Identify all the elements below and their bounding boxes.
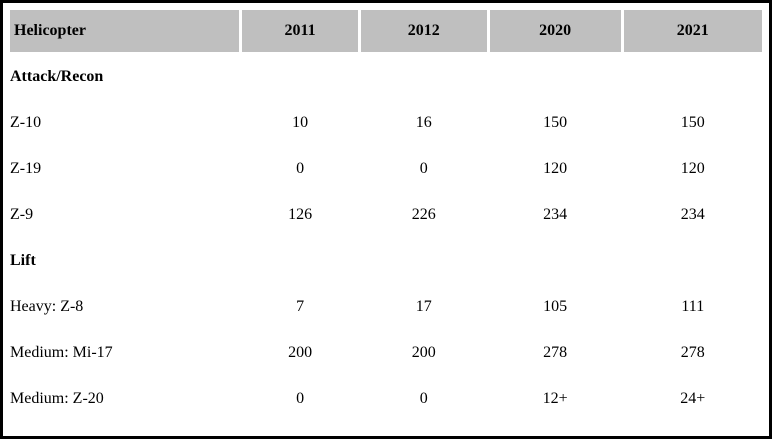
- z10-2021: 150: [623, 101, 762, 144]
- mi17-2012: 200: [360, 331, 487, 374]
- z10-2011: 10: [242, 101, 358, 144]
- z19-2012: 0: [360, 147, 487, 190]
- table-header: Helicopter 2011 2012 2020 2021: [10, 10, 762, 52]
- column-header-2011: 2011: [242, 10, 358, 52]
- z20-2021: 24+: [623, 377, 762, 420]
- z10-2020: 150: [489, 101, 621, 144]
- row-name-z10: Z-10: [10, 101, 240, 144]
- column-header-helicopter: Helicopter: [10, 10, 240, 52]
- table-row-z8: Heavy: Z-8 7 17 105 111: [10, 285, 762, 328]
- z9-2011: 126: [242, 193, 358, 236]
- z20-2012: 0: [360, 377, 487, 420]
- z19-2021: 120: [623, 147, 762, 190]
- helicopter-table: Helicopter 2011 2012 2020 2021 Attack/Re…: [7, 7, 765, 423]
- table-row-z9: Z-9 126 226 234 234: [10, 193, 762, 236]
- table-row-z20: Medium: Z-20 0 0 12+ 24+: [10, 377, 762, 420]
- column-header-2020: 2020: [489, 10, 621, 52]
- section-label-lift: Lift: [10, 239, 762, 282]
- table-row-z19: Z-19 0 0 120 120: [10, 147, 762, 190]
- column-header-2012: 2012: [360, 10, 487, 52]
- mi17-2020: 278: [489, 331, 621, 374]
- row-name-medium-z20: Medium: Z-20: [10, 377, 240, 420]
- header-row: Helicopter 2011 2012 2020 2021: [10, 10, 762, 52]
- column-header-2021: 2021: [623, 10, 762, 52]
- section-row-attack-recon: Attack/Recon: [10, 55, 762, 98]
- z20-2020: 12+: [489, 377, 621, 420]
- table-row-mi17: Medium: Mi-17 200 200 278 278: [10, 331, 762, 374]
- z10-2012: 16: [360, 101, 487, 144]
- z20-2011: 0: [242, 377, 358, 420]
- z8-2021: 111: [623, 285, 762, 328]
- row-name-heavy-z8: Heavy: Z-8: [10, 285, 240, 328]
- z9-2012: 226: [360, 193, 487, 236]
- section-row-lift: Lift: [10, 239, 762, 282]
- table-row-z10: Z-10 10 16 150 150: [10, 101, 762, 144]
- z19-2011: 0: [242, 147, 358, 190]
- row-name-z9: Z-9: [10, 193, 240, 236]
- z8-2012: 17: [360, 285, 487, 328]
- mi17-2021: 278: [623, 331, 762, 374]
- row-name-medium-mi17: Medium: Mi-17: [10, 331, 240, 374]
- mi17-2011: 200: [242, 331, 358, 374]
- section-label-attack-recon: Attack/Recon: [10, 55, 762, 98]
- z19-2020: 120: [489, 147, 621, 190]
- row-name-z19: Z-19: [10, 147, 240, 190]
- z8-2020: 105: [489, 285, 621, 328]
- z9-2021: 234: [623, 193, 762, 236]
- table-body: Attack/Recon Z-10 10 16 150 150 Z-19 0 0…: [10, 55, 762, 420]
- z8-2011: 7: [242, 285, 358, 328]
- z9-2020: 234: [489, 193, 621, 236]
